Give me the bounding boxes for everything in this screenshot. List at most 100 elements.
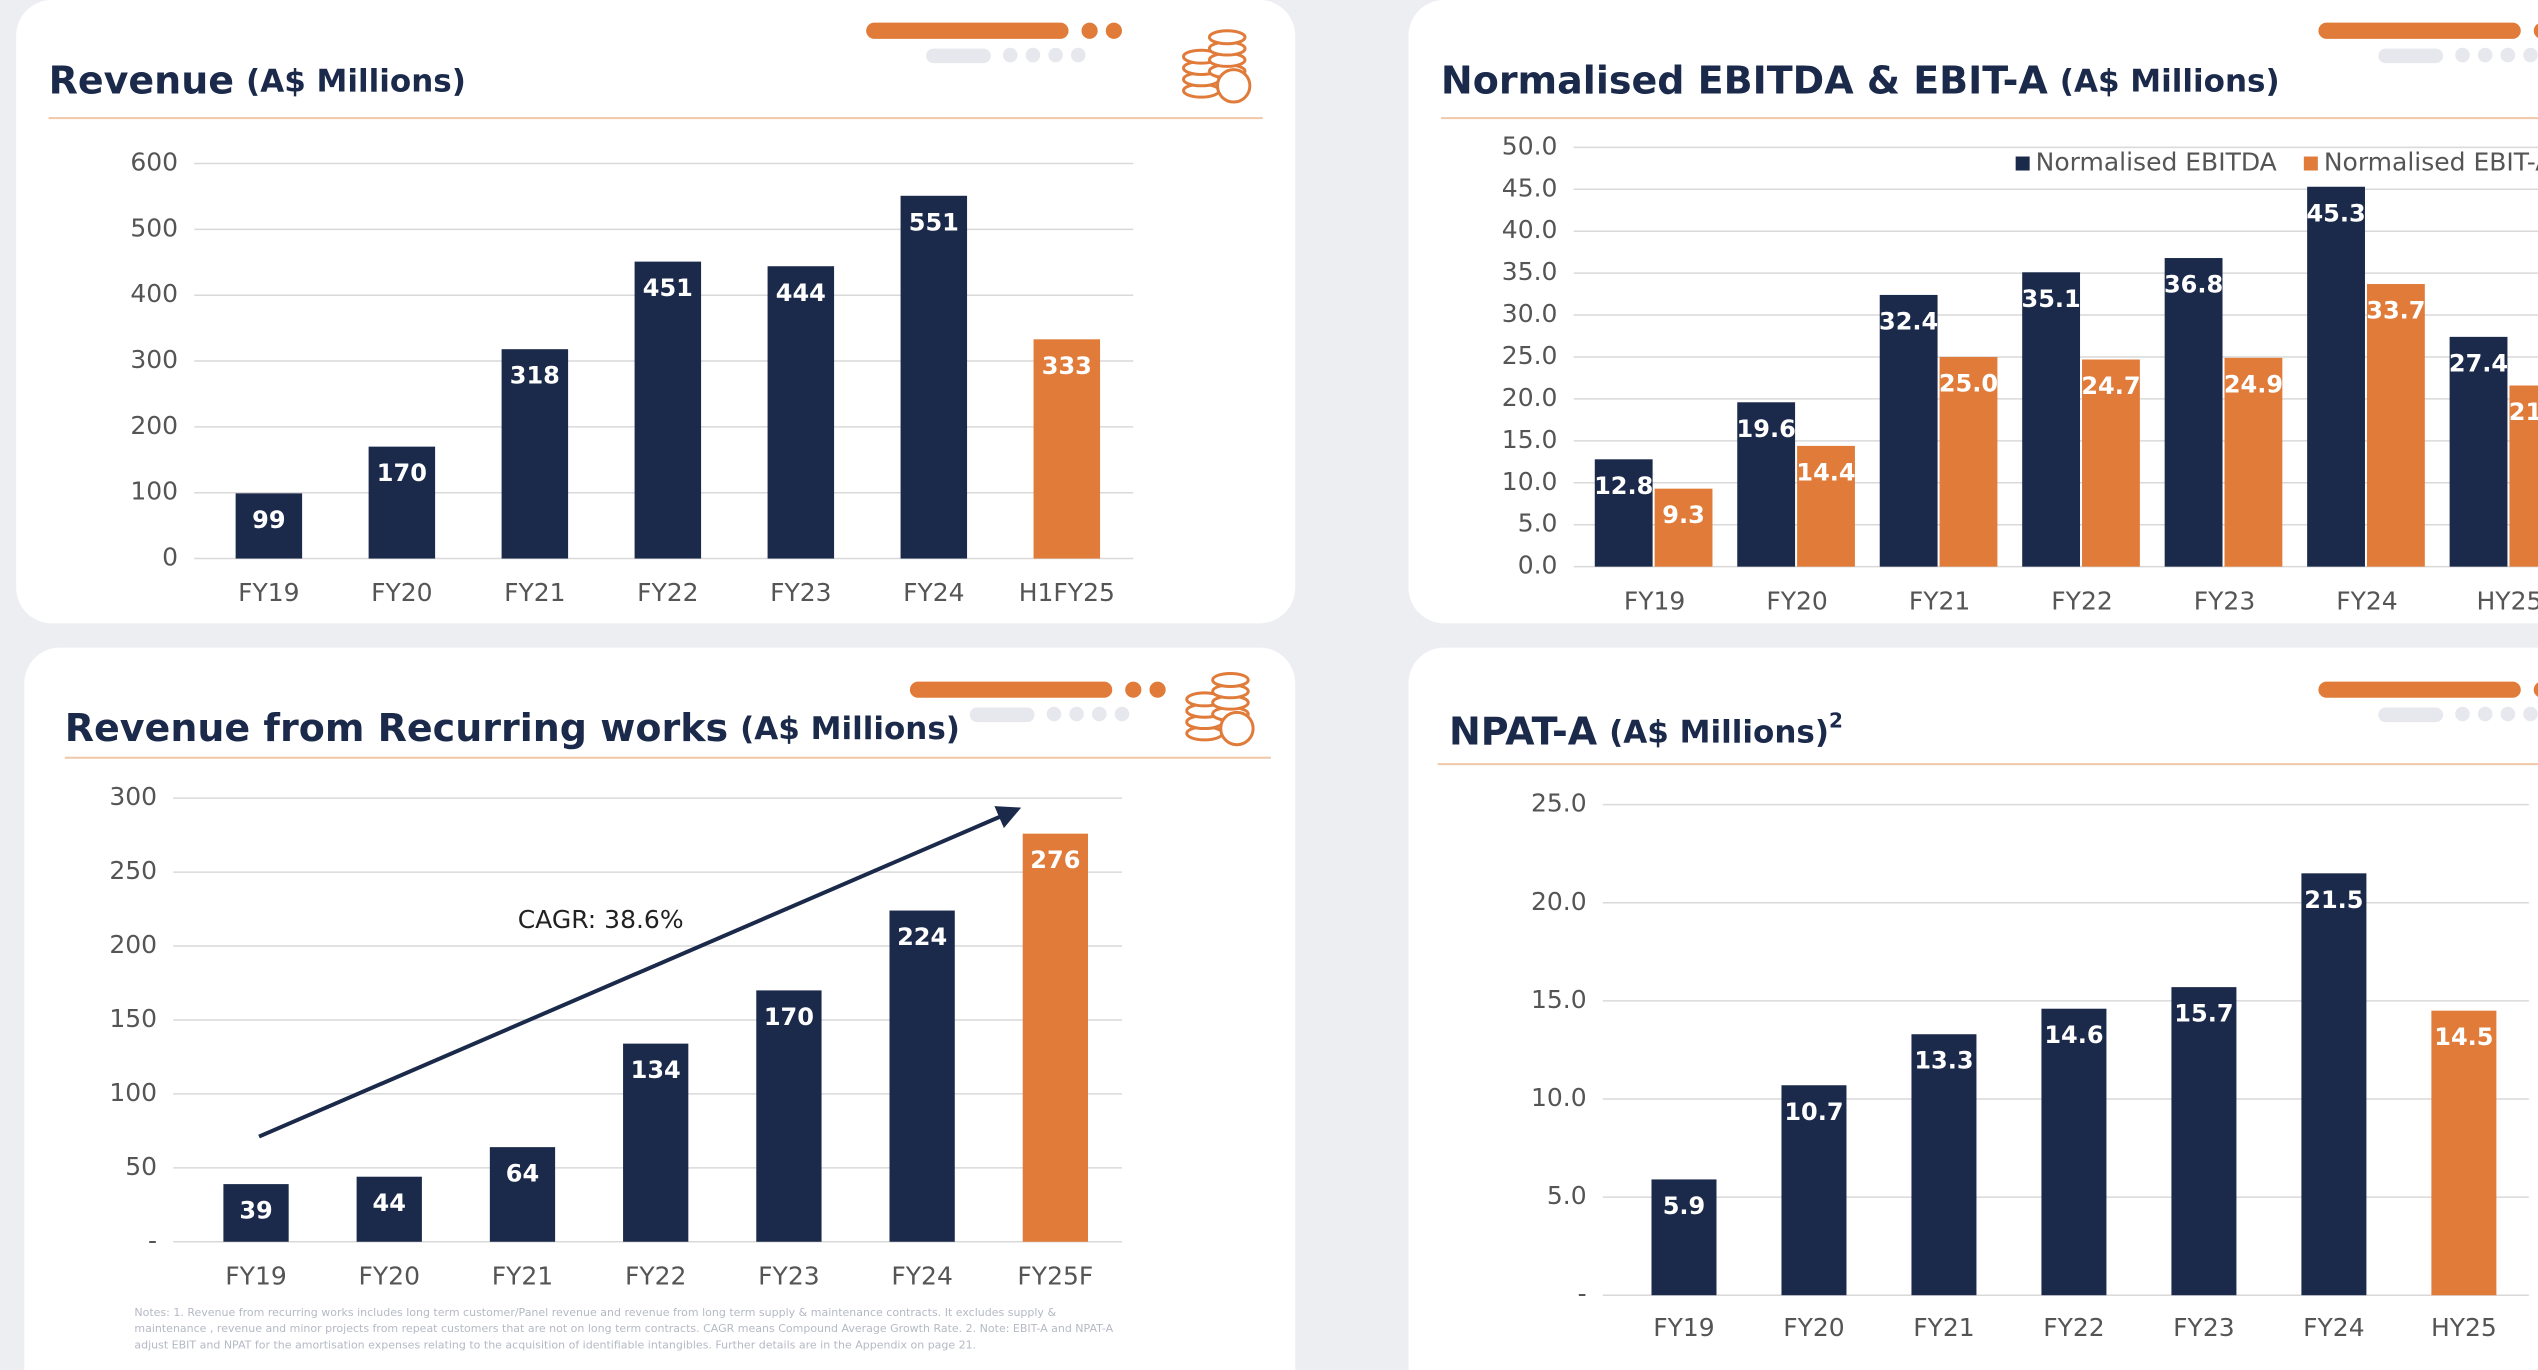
y-tick-label: 15.0 [1502,425,1558,454]
bar [223,1184,289,1242]
y-tick-label: 5.0 [1518,509,1558,538]
title-main: Revenue from Recurring works [65,706,728,750]
y-tick-label: 200 [109,930,157,959]
y-tick-label: 100 [109,1078,157,1107]
x-tick-label: FY25F [1017,1261,1093,1290]
bar [2022,272,2081,567]
x-tick-label: FY23 [758,1261,819,1290]
subtitle: (A$ Millions) [246,63,466,99]
y-tick-label: 40.0 [1502,215,1558,244]
value-label: 318 [510,362,560,390]
bar [1033,339,1101,559]
y-tick-label: - [1578,1279,1587,1308]
value-label: 64 [506,1160,539,1188]
bar [368,446,436,559]
decor-pill [2318,681,2521,698]
bar [2431,1010,2497,1296]
bar [2509,385,2538,567]
decor-dot [2477,706,2493,722]
bar [1797,445,1855,567]
trend-arrow [258,806,1022,1139]
value-label: 444 [776,279,826,307]
bar [1781,1085,1847,1296]
y-tick-label: 20.0 [1531,887,1587,916]
subtitle: (A$ Millions) [1609,714,1829,750]
decor-dot [2533,23,2538,38]
legend-label: Normalised EBIT-A [2324,148,2538,177]
y-tick-label: 0 [162,543,178,572]
decor-dot [1105,22,1122,39]
y-tick-label: 50.0 [1502,131,1558,160]
bar [1911,1034,1977,1296]
y-tick-label: 10.0 [1502,467,1558,496]
chart-title: Revenue from Recurring works (A$ Millions… [65,706,960,750]
footnote: adjust EBIT and NPAT for the amortisatio… [134,1338,976,1351]
value-label: 99 [252,506,285,534]
decor-pill [866,22,1069,39]
y-tick-label: 300 [130,345,178,374]
legend-swatch [2303,156,2318,171]
subtitle: (A$ Millions) [740,711,960,747]
value-label: 551 [909,208,959,236]
decor-pill [969,707,1035,723]
value-label: 451 [643,274,693,302]
decor-pill [2378,48,2444,64]
bar [1022,833,1088,1242]
value-label: 21.6 [2509,398,2538,426]
chart-title: Revenue (A$ Millions) [49,58,466,102]
bar [1654,488,1713,567]
value-label: 14.5 [2434,1023,2493,1051]
bar [1651,1179,1717,1296]
title-main: Normalised EBITDA & EBIT-A [1441,58,2048,102]
value-label: 24.7 [2081,372,2140,400]
x-tick-label: H1FY25 [1019,578,1115,607]
decor-dot [1114,706,1130,722]
value-label: 276 [1030,846,1080,874]
decor-dot [1048,47,1063,63]
x-tick-label: FY19 [225,1261,286,1290]
y-tick-label: 5.0 [1547,1181,1587,1210]
y-tick-label: 25.0 [1502,341,1558,370]
y-tick-label: 45.0 [1502,173,1558,202]
bar [2307,186,2365,567]
x-tick-label: FY24 [2336,586,2397,615]
value-label: 21.5 [2304,886,2363,914]
coin-icon [1211,672,1250,688]
decor-dot [2455,706,2470,722]
value-label: 12.8 [1594,472,1653,500]
bar [2224,357,2283,567]
bar [1594,459,1653,567]
value-label: 14.4 [1796,458,1855,486]
x-tick-label: HY25 [2477,586,2538,615]
x-tick-label: FY22 [2043,1313,2104,1342]
x-tick-label: FY22 [2051,586,2112,615]
y-tick-label: 25.0 [1531,789,1587,818]
annotation: CAGR: 38.6% [518,905,684,934]
bar [235,493,303,559]
x-tick-label: FY24 [903,578,964,607]
value-label: 5.9 [1663,1192,1706,1220]
decor-dot [1149,681,1166,698]
x-tick-label: FY23 [2194,586,2255,615]
y-tick-label: 30.0 [1502,299,1558,328]
x-tick-label: FY21 [504,578,565,607]
bar [767,266,835,559]
value-label: 224 [897,923,947,951]
value-label: 9.3 [1662,501,1705,529]
decor-dot [2500,47,2516,63]
y-tick-label: 35.0 [1502,257,1558,286]
coin-icon [1207,29,1247,46]
value-label: 44 [373,1189,406,1217]
value-label: 333 [1042,352,1092,380]
y-tick-label: 50 [125,1152,157,1181]
x-tick-label: FY21 [492,1261,553,1290]
bar [1939,356,1998,567]
chart-title: NPAT-A (A$ Millions)2 [1449,708,1843,753]
decor-dot [1092,706,1107,722]
x-tick-label: FY19 [1653,1313,1714,1342]
value-label: 24.9 [2224,370,2283,398]
decor-pill [926,48,991,64]
x-tick-label: FY19 [238,578,299,607]
decor-pill [2378,707,2444,723]
